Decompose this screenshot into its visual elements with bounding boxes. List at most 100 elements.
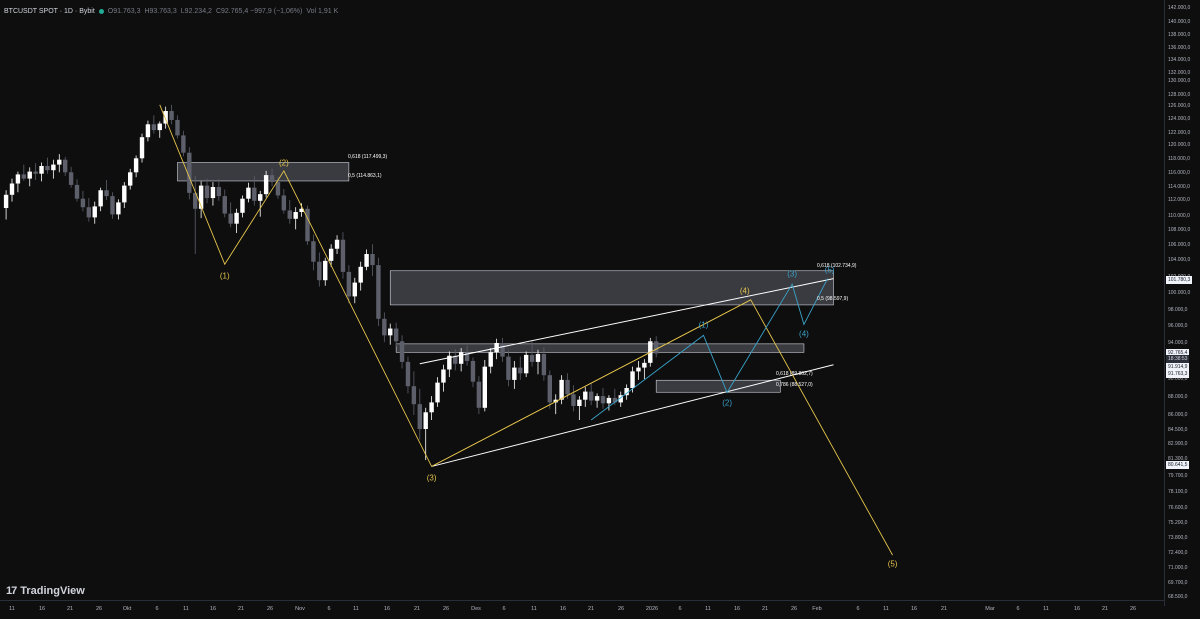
candle-body [193, 192, 198, 209]
candle-body [86, 207, 92, 218]
candle-body [541, 354, 547, 376]
fib-level-label: 0,618 (102.734,9) [817, 263, 857, 269]
candle-body [328, 248, 334, 261]
time-axis[interactable] [0, 600, 1164, 619]
candle-body [559, 379, 564, 400]
candle-body [553, 399, 558, 403]
candle-body [240, 198, 245, 213]
candle-body [523, 354, 529, 374]
ohlc-high: H93.763,3 [144, 7, 177, 15]
candle-body [464, 352, 470, 361]
candle-body [624, 388, 629, 396]
fib-zone [177, 162, 350, 182]
time-tick-label: 11 [531, 606, 537, 612]
candle-body [488, 352, 493, 367]
candle-body [441, 369, 446, 383]
channel-line [419, 278, 834, 365]
candle-body [453, 355, 458, 364]
price-tick-label: 134.000,0 [1168, 57, 1191, 63]
symbol-title[interactable]: BTCUSDT SPOT · 1D · Bybit [4, 7, 95, 15]
time-tick-label: 26 [442, 606, 450, 612]
tradingview-logo-icon: 17 [6, 585, 17, 597]
candle-body [62, 159, 68, 173]
market-status-dot [98, 8, 104, 14]
candle-body [529, 354, 535, 362]
candle-body [15, 174, 21, 184]
candle-body [370, 254, 375, 266]
price-tick-label: 142.000,0 [1168, 5, 1191, 11]
wave-lines [159, 104, 893, 556]
tradingview-logo[interactable]: 17 TradingView [6, 585, 85, 597]
candle-body [104, 190, 109, 197]
time-tick-label: 16 [383, 606, 391, 612]
volume-readout: Vol 1,91 K [306, 7, 339, 15]
candle-body [275, 182, 281, 196]
price-tag: 80.641,5 [1166, 461, 1190, 469]
time-tick-label: 16 [559, 606, 567, 612]
time-tick-label: 6 [502, 606, 506, 612]
price-tick-label: 136.000,0 [1168, 44, 1191, 51]
candle-body [281, 195, 287, 211]
candle-body [506, 356, 511, 380]
price-tick-label: 82.900,0 [1168, 441, 1188, 447]
minor-wave-label: (1) [698, 320, 709, 330]
candle-body [547, 375, 553, 403]
candle-body [128, 172, 133, 186]
time-tick-label: 11 [1043, 606, 1049, 612]
candle-body [358, 266, 363, 283]
time-tick-label: 11 [883, 606, 889, 612]
price-tick-label: 140.000,0 [1168, 18, 1191, 25]
candle-body [352, 282, 357, 297]
candle-body [618, 395, 623, 403]
candle-body [293, 212, 298, 219]
price-tick-label: 106.000,0 [1168, 242, 1191, 248]
price-chart[interactable] [0, 0, 1164, 600]
candle-body [346, 271, 352, 297]
price-tick-label: 108.000,0 [1168, 227, 1191, 233]
chart-header: BTCUSDT SPOT · 1D · Bybit O91.763,3 H93.… [4, 4, 338, 18]
candle-body [39, 166, 44, 174]
candle-body [594, 396, 600, 401]
price-tag: 91.763,3 [1166, 370, 1190, 378]
time-tick-label: 21 [1101, 606, 1109, 612]
candle-body [588, 391, 594, 401]
candle-body [653, 341, 659, 354]
candle-body [21, 174, 27, 179]
price-tick-label: 138.000,0 [1168, 31, 1191, 38]
candle-body [80, 198, 86, 208]
price-tick-label: 78.100,0 [1168, 489, 1188, 495]
fib-zones [177, 162, 834, 393]
candle-body [157, 123, 162, 131]
price-tick-label: 72.400,0 [1168, 550, 1188, 556]
minor-wave-label: (3) [787, 269, 797, 279]
fib-zone [389, 270, 834, 306]
candle-body [417, 404, 422, 429]
candle-body [577, 399, 582, 406]
price-tick-label: 118.000,0 [1168, 156, 1190, 162]
price-tick-label: 69.700,0 [1168, 580, 1188, 586]
candle-body [317, 261, 322, 281]
price-axis[interactable] [1164, 0, 1200, 606]
fib-level-label: 0,5 (114.863,1) [348, 173, 382, 179]
candle-body [68, 172, 74, 185]
time-tick-label: 26 [617, 606, 625, 612]
time-tick-label: 21 [413, 606, 421, 612]
candle-body [216, 187, 222, 197]
price-tag: 101.780,3 [1166, 276, 1193, 284]
price-tick-label: 86.000,0 [1168, 412, 1188, 418]
ohlc-open: O91.763,3 [107, 7, 141, 15]
time-tick-label: 6 [1016, 606, 1020, 612]
price-tick-label: 73.800,0 [1168, 535, 1188, 541]
ohlc-low: L92.234,2 [180, 7, 212, 15]
candle-body [364, 254, 369, 267]
candle-body [393, 328, 399, 342]
candle-body [305, 208, 310, 242]
minor-wave-path [590, 278, 828, 421]
price-tick-label: 98.000,0 [1168, 307, 1188, 313]
time-tick-label: 16 [38, 606, 46, 612]
candle-body [447, 355, 452, 370]
candle-body [252, 187, 257, 201]
candle-body [74, 184, 80, 199]
candle-body [435, 382, 440, 403]
candle-body [612, 397, 618, 403]
